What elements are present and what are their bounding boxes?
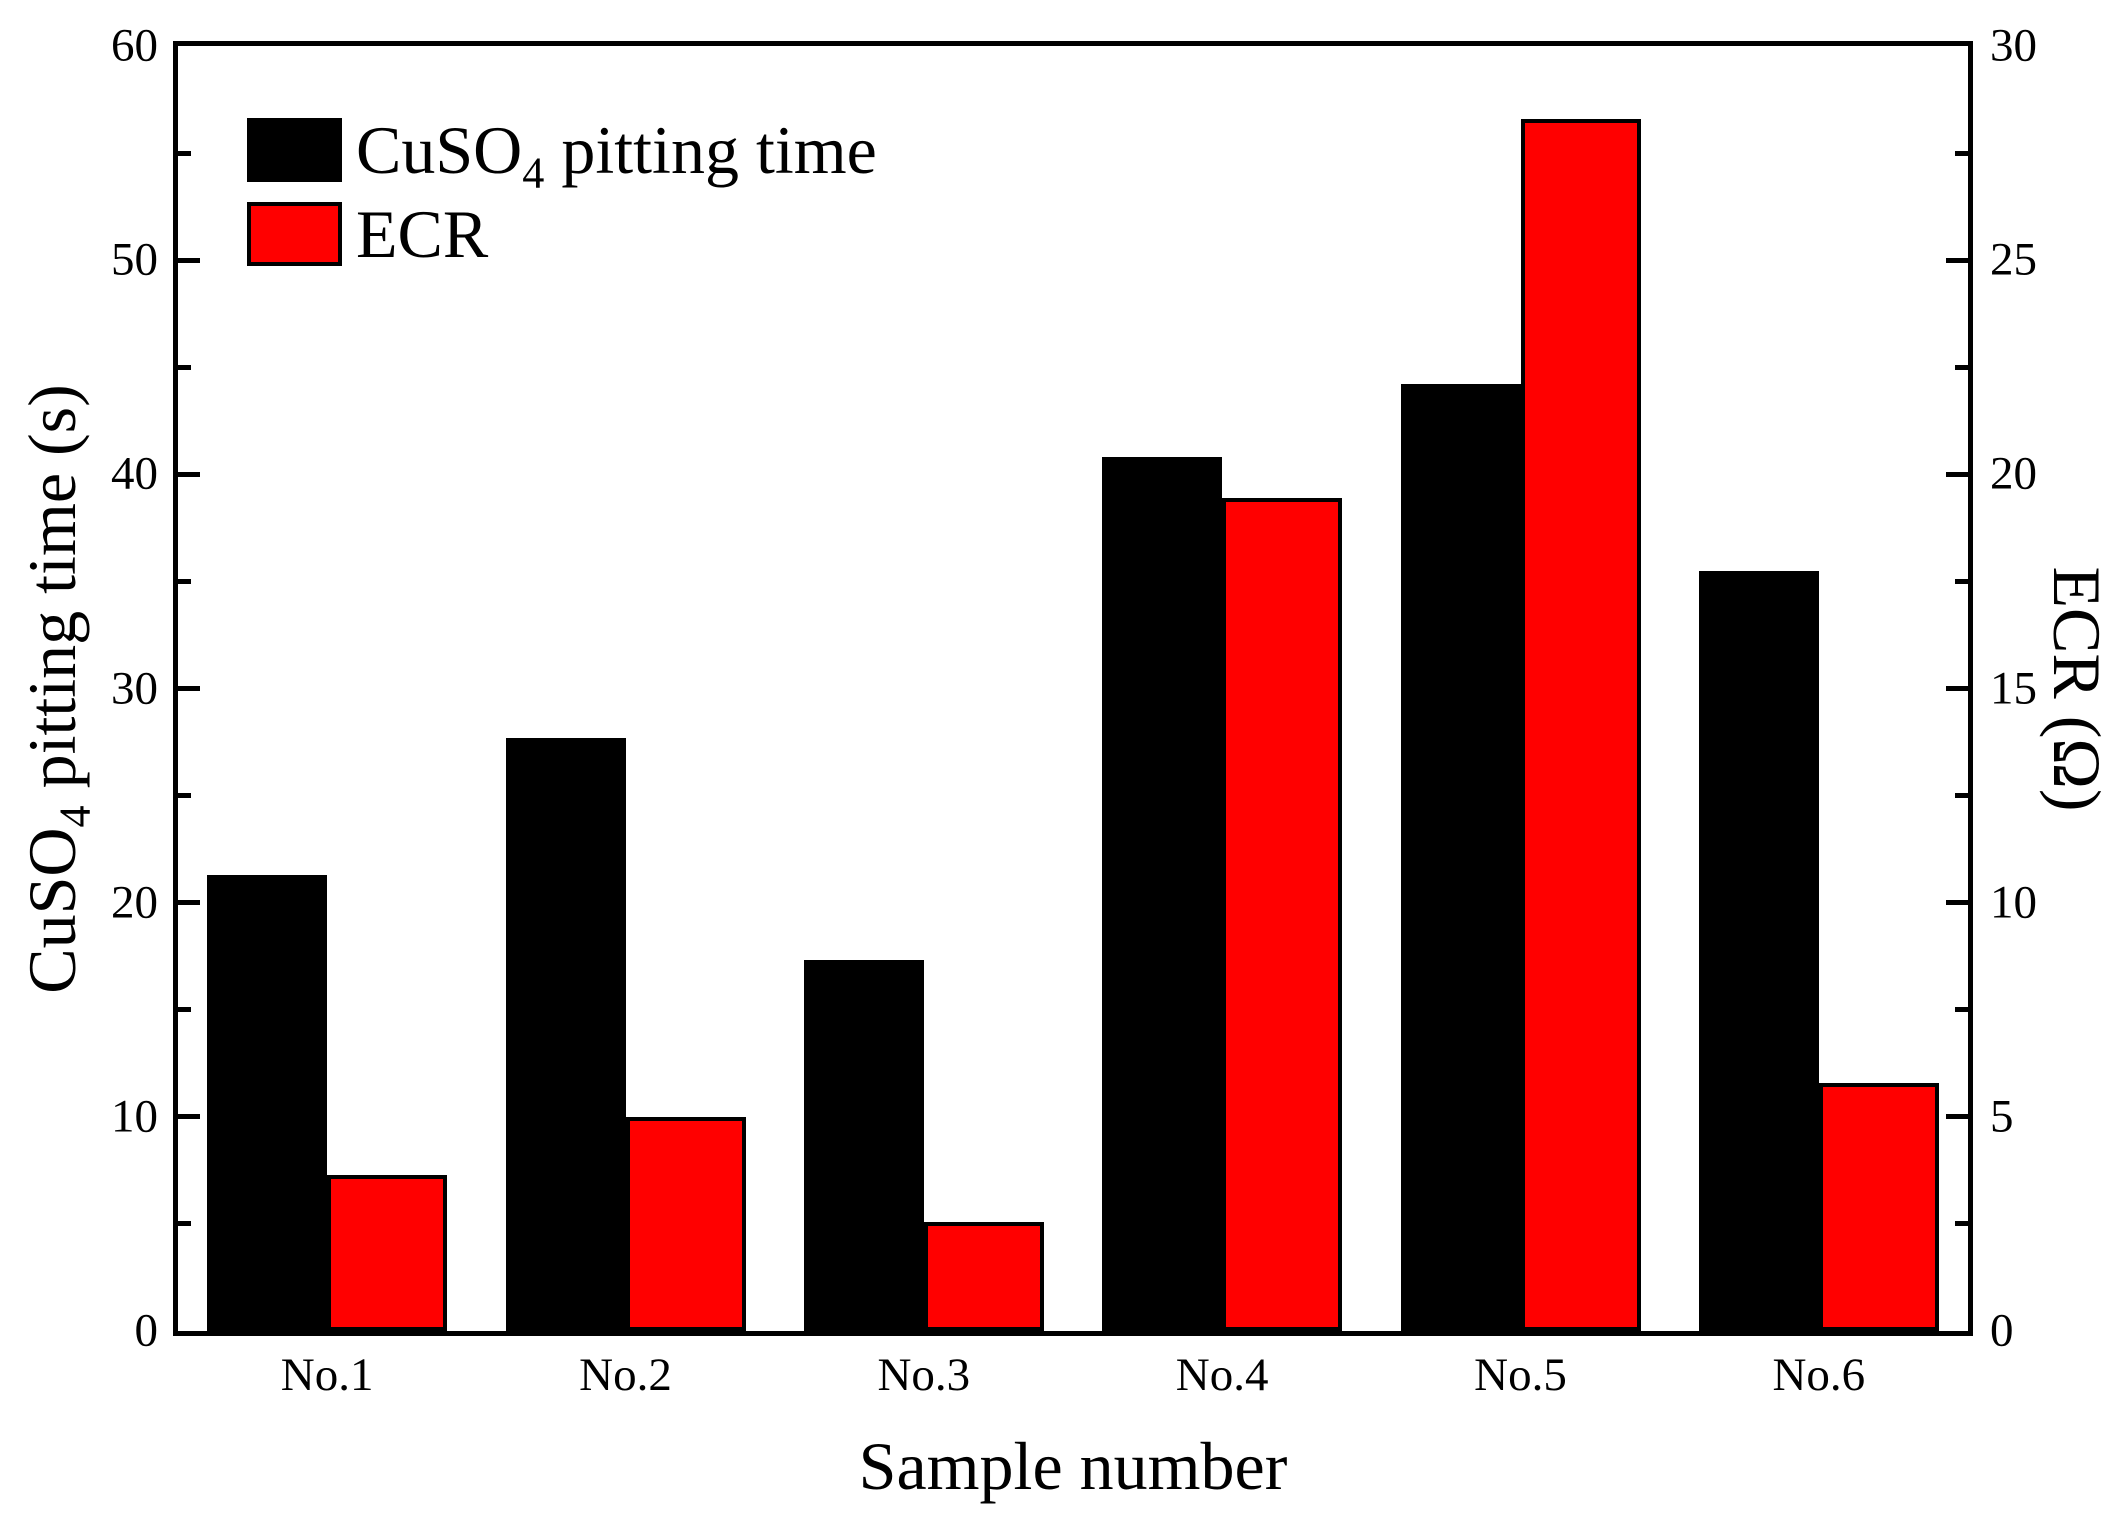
left-axis-tick-label: 50 (111, 233, 158, 286)
left-axis-tick-label: 10 (111, 1090, 158, 1143)
right-axis-tick-label: 20 (1990, 447, 2037, 500)
left-axis-major-tick (178, 257, 200, 263)
x-axis-tick-label: No.3 (877, 1349, 971, 1401)
right-axis-major-tick (1946, 1114, 1968, 1120)
left-axis-major-tick (178, 471, 200, 477)
left-axis-minor-tick (178, 793, 191, 799)
left-axis-minor-tick (178, 150, 191, 156)
legend: CuSO4 pitting time ECR (247, 112, 877, 286)
right-axis-major-tick (1946, 471, 1968, 477)
right-axis-minor-tick (1955, 793, 1968, 799)
right-axis-major-tick (1946, 686, 1968, 691)
bar-cuso4-no-4 (1102, 457, 1223, 1331)
right-axis-tick-label: 15 (1990, 662, 2037, 714)
right-axis-tick-label: 0 (1990, 1304, 2014, 1357)
legend-label-ecr: ECR (356, 196, 489, 272)
right-axis-minor-tick (1955, 1221, 1968, 1227)
bar-cuso4-no-6 (1698, 570, 1819, 1331)
bar-cuso4-no-3 (803, 960, 924, 1331)
left-axis-major-tick (178, 686, 200, 691)
legend-label-cuso4: CuSO4 pitting time (356, 112, 877, 198)
right-axis-tick-label: 5 (1990, 1090, 2014, 1143)
bar-ecr-no-2 (625, 1116, 746, 1331)
left-axis-tick-label: 20 (111, 876, 158, 929)
bar-ecr-no-5 (1520, 118, 1641, 1331)
right-axis-major-tick (1946, 900, 1968, 906)
right-axis-minor-tick (1955, 150, 1968, 156)
left-axis-major-tick (178, 1114, 200, 1120)
x-axis-tick-label: No.5 (1474, 1349, 1567, 1401)
x-axis-title: Sample number (858, 1428, 1288, 1504)
right-axis-tick-label: 10 (1990, 876, 2037, 929)
bar-ecr-no-1 (327, 1174, 448, 1331)
right-axis-tick-label: 25 (1990, 233, 2037, 286)
left-axis-tick-label: 40 (111, 447, 158, 500)
bar-cuso4-no-5 (1400, 384, 1521, 1331)
plot-frame (173, 41, 1973, 1336)
right-axis-title: ECR (Ω) (2039, 565, 2115, 812)
bar-cuso4-no-2 (505, 737, 626, 1331)
left-axis-minor-tick (178, 578, 191, 584)
right-axis-minor-tick (1955, 578, 1968, 584)
right-axis-tick-label: 30 (1990, 19, 2037, 72)
x-axis-tick-label: No.6 (1772, 1349, 1866, 1401)
left-axis-minor-tick (178, 1221, 191, 1227)
bar-ecr-no-6 (1818, 1082, 1939, 1331)
left-axis-minor-tick (178, 1007, 191, 1013)
left-axis-tick-label: 30 (111, 662, 158, 714)
legend-item-ecr: ECR (247, 196, 877, 272)
bar-ecr-no-4 (1222, 497, 1343, 1331)
left-axis-major-tick (178, 900, 200, 906)
right-axis-minor-tick (1955, 1007, 1968, 1013)
bar-cuso4-no-1 (207, 874, 328, 1331)
left-axis-tick-label: 60 (111, 19, 158, 72)
left-axis-tick-label: 0 (134, 1304, 159, 1357)
right-axis-major-tick (1946, 257, 1968, 263)
x-axis-tick-label: No.2 (579, 1349, 672, 1401)
legend-item-cuso4-pitting-time: CuSO4 pitting time (247, 112, 877, 198)
legend-swatch-cuso4-icon (247, 118, 342, 182)
left-axis-title: CuSO4 pitting time (s) (14, 383, 100, 994)
bar-ecr-no-3 (923, 1221, 1044, 1331)
left-axis-minor-tick (178, 364, 191, 370)
legend-swatch-ecr-icon (247, 202, 342, 266)
right-axis-minor-tick (1955, 364, 1968, 370)
x-axis-tick-label: No.4 (1175, 1349, 1269, 1401)
x-axis-tick-label: No.1 (280, 1349, 374, 1401)
